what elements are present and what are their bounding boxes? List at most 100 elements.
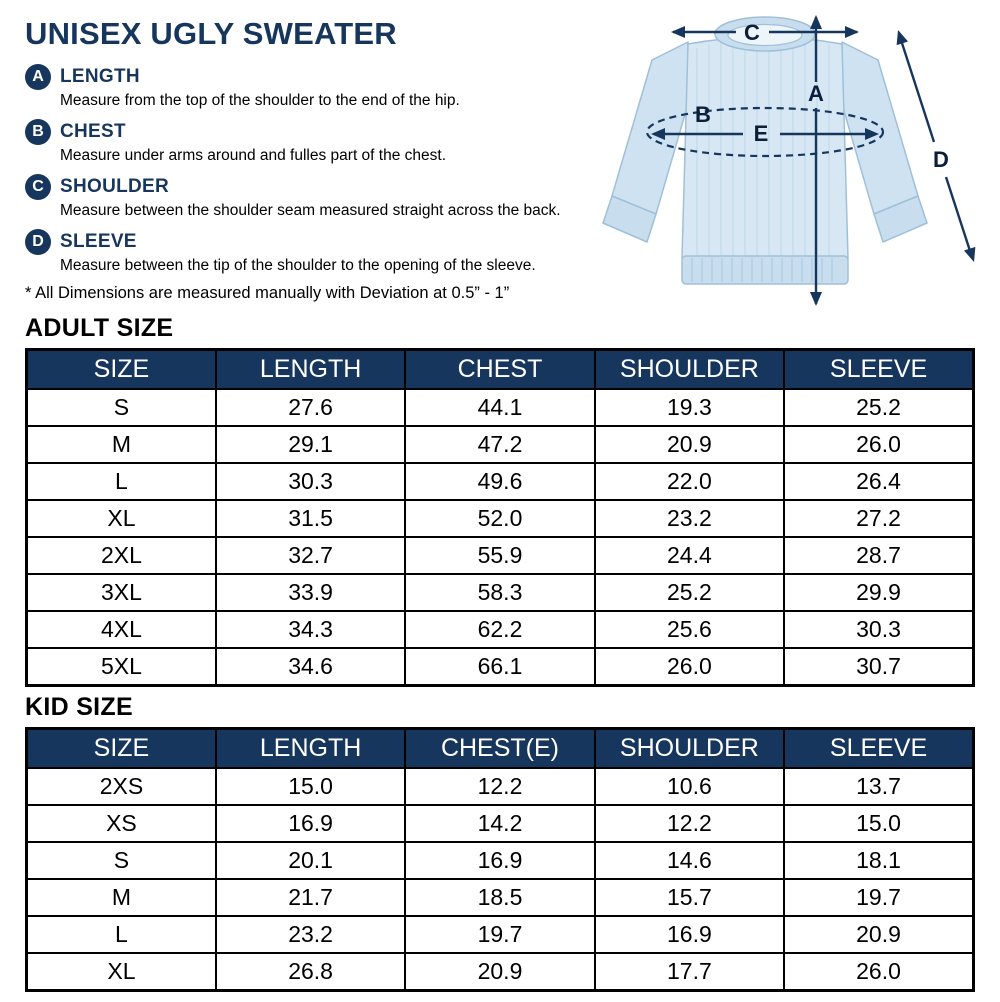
measurement-label: SHOULDER [60, 176, 170, 197]
adult-column-header: LENGTH [214, 348, 407, 390]
kid-table-body: 2XS 15.0 12.2 10.6 13.7 XS 16.9 14.2 12.2 15.0 S 20… [25, 767, 975, 992]
size-cell: XL [25, 952, 217, 992]
adult-size-heading: ADULT SIZE [25, 314, 174, 342]
measurement-value-cell: 30.3 [214, 462, 407, 501]
measurement-value-cell: 16.9 [404, 841, 596, 880]
measurement-value-cell: 30.7 [783, 647, 975, 687]
measurement-value-cell: 58.3 [404, 573, 596, 612]
measurement-value-cell: 20.9 [404, 952, 596, 992]
page-title: UNISEX UGLY SWEATER [25, 16, 397, 51]
measurement-description: Measure between the shoulder seam measur… [60, 202, 561, 219]
measurement-label: LENGTH [60, 66, 140, 87]
measurement-value-cell: 12.2 [404, 767, 596, 806]
adult-table-row: L 30.3 49.6 22.0 26.4 [25, 462, 975, 501]
sweater-collar [714, 16, 816, 52]
kid-table-row: L 23.2 19.7 16.9 20.9 [25, 915, 975, 954]
adult-table-row: 4XL 34.3 62.2 25.6 30.3 [25, 610, 975, 649]
measurement-value-cell: 30.3 [783, 610, 975, 649]
badge-a-icon: A [25, 64, 51, 90]
kid-size-heading: KID SIZE [25, 693, 133, 721]
measurement-item-chest: B CHEST Measure under arms around and fu… [25, 119, 600, 165]
kid-column-header: LENGTH [214, 727, 407, 769]
measurement-value-cell: 19.7 [783, 878, 975, 917]
adult-size-table: SIZE LENGTH CHEST SHOULDER SLEEVE S 27.6 44.1 1… [25, 348, 975, 687]
measurement-item-sleeve: D SLEEVE Measure between the tip of the … [25, 229, 600, 275]
measurement-value-cell: 18.5 [404, 878, 596, 917]
width-arrow-e [651, 128, 879, 140]
kid-size-table: SIZE LENGTH CHEST(E) SHOULDER SLEEVE 2XS 15.0… [25, 727, 975, 992]
kid-table-row: XS 16.9 14.2 12.2 15.0 [25, 804, 975, 843]
measurement-description: Measure between the tip of the shoulder … [60, 257, 536, 274]
size-cell: XS [25, 804, 217, 843]
size-cell: 5XL [25, 647, 217, 687]
adult-column-header: SHOULDER [593, 348, 786, 390]
measurement-value-cell: 16.9 [593, 915, 786, 954]
measurement-value-cell: 17.7 [593, 952, 786, 992]
kid-size-section: KID SIZE SIZE LENGTH CHEST(E) SHOULDER SLEEV… [25, 693, 975, 992]
adult-table-row: XL 31.5 52.0 23.2 27.2 [25, 499, 975, 538]
measurement-value-cell: 34.3 [214, 610, 407, 649]
measurement-value-cell: 62.2 [404, 610, 596, 649]
measurement-value-cell: 22.0 [593, 462, 786, 501]
measurement-value-cell: 20.1 [214, 841, 407, 880]
measurement-value-cell: 26.0 [783, 952, 975, 992]
top-section: UNISEX UGLY SWEATER A LENGTH Measure fro… [25, 12, 976, 310]
sleeve-arrow-d [896, 30, 976, 262]
kid-table-row: M 21.7 18.5 15.7 19.7 [25, 878, 975, 917]
measurement-guide: UNISEX UGLY SWEATER A LENGTH Measure fro… [25, 12, 600, 303]
measurement-value-cell: 20.9 [783, 915, 975, 954]
measurement-value-cell: 23.2 [593, 499, 786, 538]
measurement-value-cell: 32.7 [214, 536, 407, 575]
shoulder-arrow-c [671, 26, 859, 38]
kid-table-row: 2XS 15.0 12.2 10.6 13.7 [25, 767, 975, 806]
measurement-value-cell: 33.9 [214, 573, 407, 612]
size-cell: XL [25, 499, 217, 538]
kid-column-header: SIZE [25, 727, 217, 769]
deviation-note: * All Dimensions are measured manually w… [25, 284, 510, 302]
adult-table-row: 2XL 32.7 55.9 24.4 28.7 [25, 536, 975, 575]
sweater-diagram: C A B E D [565, 4, 995, 334]
adult-header-row: SIZE LENGTH CHEST SHOULDER SLEEVE [25, 348, 975, 390]
diagram-label-c: C [744, 20, 760, 45]
measurement-value-cell: 27.6 [214, 388, 407, 427]
adult-table-body: S 27.6 44.1 19.3 25.2 M 29.1 47.2 20.9 26.0 L 30.3 4… [25, 388, 975, 687]
measurement-value-cell: 12.2 [593, 804, 786, 843]
measurement-value-cell: 15.7 [593, 878, 786, 917]
measurement-value-cell: 19.7 [404, 915, 596, 954]
badge-c-icon: C [25, 174, 51, 200]
kid-column-header: SHOULDER [593, 727, 786, 769]
adult-table-row: 3XL 33.9 58.3 25.2 29.9 [25, 573, 975, 612]
measurement-value-cell: 29.9 [783, 573, 975, 612]
size-cell: S [25, 841, 217, 880]
measurement-value-cell: 26.0 [783, 425, 975, 464]
size-cell: M [25, 878, 217, 917]
measurement-value-cell: 23.2 [214, 915, 407, 954]
measurement-value-cell: 26.0 [593, 647, 786, 687]
size-cell: 4XL [25, 610, 217, 649]
measurement-label: CHEST [60, 121, 126, 142]
sweater-illustration: C A B E D [602, 15, 976, 306]
kid-column-header: CHEST(E) [404, 727, 596, 769]
measurement-value-cell: 34.6 [214, 647, 407, 687]
diagram-label-a: A [808, 81, 824, 106]
length-arrow-a [810, 15, 822, 306]
size-cell: L [25, 915, 217, 954]
measurement-item-shoulder: C SHOULDER Measure between the shoulder … [25, 174, 600, 220]
measurement-value-cell: 47.2 [404, 425, 596, 464]
measurement-description: Measure under arms around and fulles par… [60, 147, 446, 164]
sweater-body [681, 35, 849, 285]
measurement-value-cell: 27.2 [783, 499, 975, 538]
measurement-value-cell: 14.6 [593, 841, 786, 880]
measurement-value-cell: 13.7 [783, 767, 975, 806]
adult-table-row: S 27.6 44.1 19.3 25.2 [25, 388, 975, 427]
kid-header-row: SIZE LENGTH CHEST(E) SHOULDER SLEEVE [25, 727, 975, 769]
adult-column-header: CHEST [404, 348, 596, 390]
measurement-value-cell: 15.0 [214, 767, 407, 806]
size-cell: 2XS [25, 767, 217, 806]
measurement-value-cell: 26.4 [783, 462, 975, 501]
badge-d-icon: D [25, 229, 51, 255]
measurement-value-cell: 52.0 [404, 499, 596, 538]
measurement-value-cell: 29.1 [214, 425, 407, 464]
measurement-value-cell: 55.9 [404, 536, 596, 575]
measurement-value-cell: 24.4 [593, 536, 786, 575]
